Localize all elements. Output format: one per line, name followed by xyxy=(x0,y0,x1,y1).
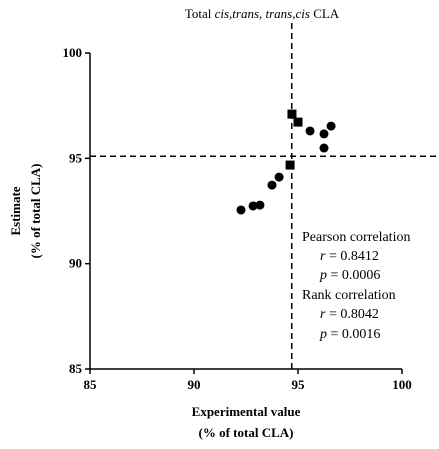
annotation-symbol: r xyxy=(320,307,326,322)
point xyxy=(305,126,315,136)
point xyxy=(287,109,297,119)
point xyxy=(267,180,277,190)
x-axis-label: (% of total CLA) xyxy=(199,425,294,440)
point xyxy=(285,160,295,170)
annotation-value: = 0.0016 xyxy=(331,327,381,342)
annotation-value: = 0.8042 xyxy=(329,307,379,322)
x-tick-label: 90 xyxy=(188,377,201,392)
y-axis-label: (% of total CLA) xyxy=(28,164,43,259)
point xyxy=(255,200,265,210)
y-tick-label: 90 xyxy=(69,256,82,271)
point xyxy=(248,201,258,211)
annotation-symbol: r xyxy=(320,249,326,264)
y-tick-label: 95 xyxy=(69,150,83,165)
annotation-symbol: p xyxy=(319,327,327,342)
x-tick-label: 85 xyxy=(84,377,98,392)
chart-title: Total cis,trans, trans,cis CLA xyxy=(185,6,340,21)
annotation: r = 0.8042 xyxy=(320,307,379,322)
x-axis-label: Experimental value xyxy=(192,404,301,419)
annotation: p = 0.0016 xyxy=(319,327,380,342)
point xyxy=(319,143,329,153)
annotation-value: = 0.8412 xyxy=(329,249,379,264)
point xyxy=(319,129,329,139)
annotation: Pearson correlation xyxy=(302,230,410,245)
annotation-symbol: p xyxy=(319,268,327,283)
annotation: p = 0.0006 xyxy=(319,268,380,283)
annotation: r = 0.8412 xyxy=(320,249,379,264)
x-tick-label: 100 xyxy=(392,377,412,392)
x-tick-label: 95 xyxy=(292,377,306,392)
y-axis-label: Estimate xyxy=(8,186,23,235)
point xyxy=(293,117,303,127)
annotation-value: = 0.0006 xyxy=(331,268,381,283)
y-tick-label: 85 xyxy=(69,361,83,376)
point xyxy=(274,172,284,182)
point xyxy=(236,205,246,215)
y-tick-label: 100 xyxy=(63,45,83,60)
point xyxy=(326,121,336,131)
annotation: Rank correlation xyxy=(302,288,396,303)
